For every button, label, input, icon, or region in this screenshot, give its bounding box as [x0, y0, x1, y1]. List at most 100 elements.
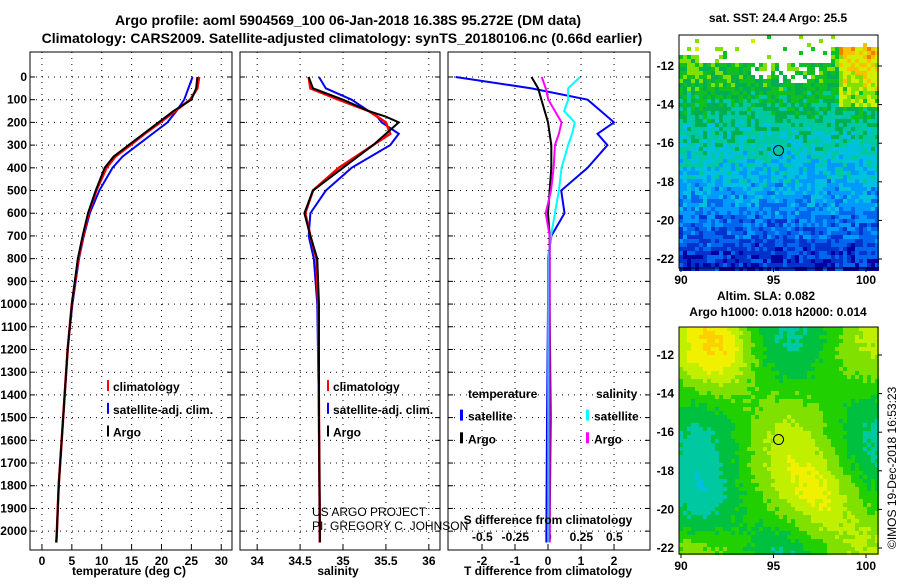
- map-cell: [683, 463, 687, 467]
- map-cell: [811, 459, 815, 463]
- map-cell: [867, 167, 871, 171]
- plot-frame: [240, 52, 440, 550]
- map-cell: [679, 455, 683, 459]
- map-cell: [683, 423, 687, 427]
- map-cell: [815, 79, 819, 83]
- map-cell: [679, 463, 683, 467]
- map-cell: [743, 143, 747, 147]
- map-cell: [739, 347, 743, 351]
- map-cell: [727, 163, 731, 167]
- map-cell: [743, 483, 747, 487]
- map-cell: [811, 207, 815, 211]
- map-cell: [739, 391, 743, 395]
- map-cell: [759, 63, 763, 67]
- map-cell: [699, 359, 703, 363]
- map-cell: [803, 331, 807, 335]
- map-cell: [827, 71, 831, 75]
- map-cell: [775, 351, 779, 355]
- map-cell: [687, 155, 691, 159]
- map-cell: [771, 79, 775, 83]
- map-cell: [819, 451, 823, 455]
- map-cell: [715, 179, 719, 183]
- map-cell: [827, 75, 831, 79]
- map-cell: [763, 347, 767, 351]
- map-cell: [747, 179, 751, 183]
- map-cell: [699, 339, 703, 343]
- map-cell: [715, 99, 719, 103]
- map-cell: [819, 331, 823, 335]
- map-cell: [831, 351, 835, 355]
- map-cell: [863, 395, 867, 399]
- map-cell: [723, 375, 727, 379]
- map-cell: [859, 439, 863, 443]
- map-cell: [831, 347, 835, 351]
- map-cell: [863, 251, 867, 255]
- map-cell: [727, 231, 731, 235]
- map-cell: [747, 335, 751, 339]
- map-cell: [803, 403, 807, 407]
- map-cell: [711, 227, 715, 231]
- map-cell: [715, 79, 719, 83]
- map-cell: [867, 87, 871, 91]
- map-cell: [847, 47, 851, 51]
- map-cell: [851, 243, 855, 247]
- map-cell: [839, 359, 843, 363]
- map-cell: [711, 99, 715, 103]
- map-cell: [827, 223, 831, 227]
- map-cell: [819, 187, 823, 191]
- map-cell: [815, 95, 819, 99]
- map-cell: [687, 243, 691, 247]
- map-cell: [747, 351, 751, 355]
- map-cell: [831, 399, 835, 403]
- map-cell: [823, 75, 827, 79]
- map-cell: [843, 219, 847, 223]
- map-cell: [687, 91, 691, 95]
- map-cell: [811, 371, 815, 375]
- map-cell: [803, 439, 807, 443]
- map-cell: [811, 83, 815, 87]
- map-cell: [695, 431, 699, 435]
- s-tick-label: 0.25: [570, 530, 594, 544]
- map-cell: [831, 403, 835, 407]
- map-cell: [851, 167, 855, 171]
- map-cell: [815, 159, 819, 163]
- map-cell: [711, 331, 715, 335]
- map-cell: [859, 219, 863, 223]
- map-cell: [839, 263, 843, 267]
- map-cell: [867, 343, 871, 347]
- map-cell: [835, 179, 839, 183]
- map-cell: [739, 395, 743, 399]
- map-cell: [683, 415, 687, 419]
- map-cell: [707, 415, 711, 419]
- map-cell: [795, 151, 799, 155]
- map-cell: [763, 391, 767, 395]
- map-cell: [855, 119, 859, 123]
- map-cell: [795, 355, 799, 359]
- map-cell: [703, 155, 707, 159]
- map-cell: [763, 443, 767, 447]
- map-cell: [703, 339, 707, 343]
- map-cell: [691, 111, 695, 115]
- map-cell: [683, 151, 687, 155]
- map-cell: [723, 407, 727, 411]
- map-cell: [871, 439, 875, 443]
- map-cell: [799, 359, 803, 363]
- map-cell: [715, 167, 719, 171]
- map-cell: [843, 363, 847, 367]
- map-cell: [815, 395, 819, 399]
- map-cell: [871, 51, 875, 55]
- map-cell: [767, 171, 771, 175]
- map-cell: [683, 131, 687, 135]
- map-cell: [763, 387, 767, 391]
- map-cell: [791, 435, 795, 439]
- map-cell: [715, 147, 719, 151]
- legend-label: Argo: [594, 432, 622, 446]
- map-cell: [847, 83, 851, 87]
- map-cell: [731, 259, 735, 263]
- map-cell: [703, 383, 707, 387]
- map-cell: [763, 407, 767, 411]
- map-cell: [823, 407, 827, 411]
- map-cell: [787, 255, 791, 259]
- map-cell: [687, 387, 691, 391]
- map-cell: [855, 143, 859, 147]
